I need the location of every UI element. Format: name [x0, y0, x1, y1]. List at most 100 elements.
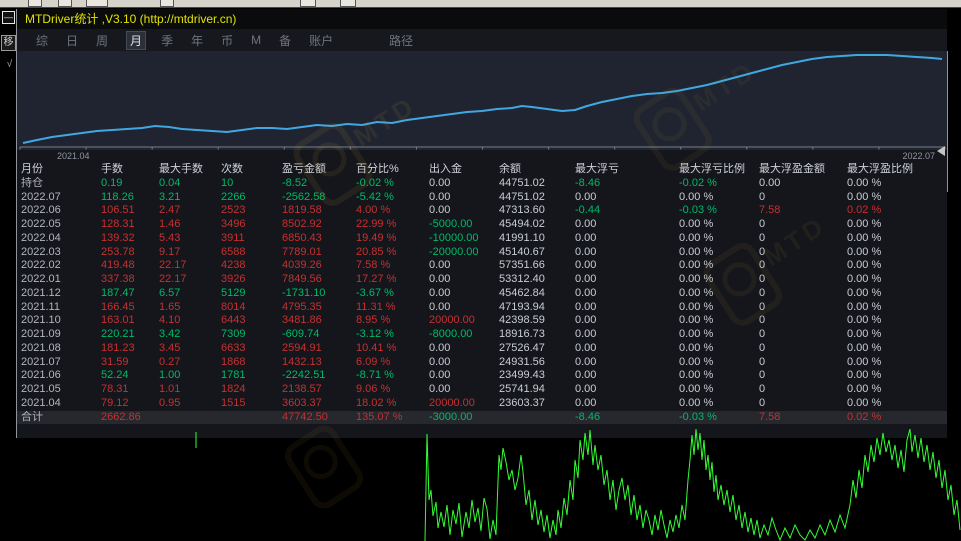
- value-cell: -8.52: [282, 176, 308, 189]
- value-cell: 139.32: [101, 231, 135, 244]
- value-cell: -3.67 %: [356, 286, 394, 299]
- value-cell: 22.17: [159, 273, 187, 285]
- value-cell: 4039.26: [282, 259, 322, 272]
- value-cell: [221, 411, 282, 425]
- value-cell: 0.00 %: [847, 245, 882, 258]
- table-row: 2021.11 166.45 1.65 8014 4795.35 11.31 % 0.00 4…: [17, 301, 947, 315]
- value-cell: 106.51: [101, 204, 135, 217]
- header-cell: 次数: [221, 163, 243, 175]
- month-cell: 2021.05: [21, 383, 61, 395]
- value-cell: 6588: [221, 245, 246, 258]
- toolbar-icon: [160, 0, 174, 7]
- value-cell: 0.00: [429, 300, 451, 313]
- table-row: 2022.07 118.26 3.21 2266 -2562.58 -5.42 % 0.00…: [17, 191, 947, 205]
- menu-item-币[interactable]: 币: [221, 33, 234, 48]
- value-cell: 11.31 %: [356, 300, 396, 313]
- value-cell: 1.00: [159, 369, 181, 382]
- value-cell: 0: [759, 190, 766, 203]
- table-row: 2021.09 220.21 3.42 7309 -609.74 -3.12 % -8000…: [17, 328, 947, 342]
- value-cell: 42398.59: [499, 314, 545, 327]
- value-cell: 2.47: [159, 204, 181, 217]
- value-cell: 0.95: [159, 396, 181, 409]
- menu-item-M[interactable]: M: [251, 33, 262, 47]
- value-cell: 0.00: [575, 259, 597, 272]
- value-cell: 0.00: [575, 355, 597, 368]
- value-cell: 0.00 %: [847, 314, 882, 327]
- value-cell: -8.71 %: [356, 369, 394, 382]
- value-cell: 0.00 %: [847, 328, 882, 340]
- menu-item-季[interactable]: 季: [161, 33, 174, 48]
- value-cell: -8.46: [575, 176, 601, 189]
- value-cell: 47313.60: [499, 204, 545, 217]
- value-cell: 17.27 %: [356, 273, 397, 285]
- value-cell: 0.00: [575, 383, 597, 395]
- value-cell: 0.00: [759, 176, 781, 189]
- value-cell: 7789.01: [282, 245, 322, 258]
- value-cell: 3911: [221, 231, 245, 244]
- month-cell: 2022.07: [21, 190, 61, 203]
- value-cell: 22.17: [159, 259, 187, 272]
- value-cell: 2662.86: [101, 410, 141, 423]
- value-cell: 0.00 %: [847, 383, 882, 395]
- menu-item-path[interactable]: 路径: [389, 33, 414, 48]
- menu-item-综[interactable]: 综: [36, 33, 49, 48]
- value-cell: 20.85 %: [356, 245, 397, 258]
- value-cell: 0.00 %: [847, 273, 882, 285]
- menu-item-周[interactable]: 周: [96, 33, 109, 48]
- header-cell: 月份: [21, 163, 43, 175]
- value-cell: 1868: [221, 355, 246, 368]
- value-cell: -2562.58: [282, 190, 326, 203]
- collapse-arrow-icon[interactable]: [937, 146, 945, 156]
- value-cell: 0.00 %: [847, 300, 882, 313]
- month-cell: 2022.06: [21, 204, 61, 217]
- mtdriver-stats-panel: MTDriver统计 ,V3.10 (http://mtdriver.cn) 综…: [16, 9, 948, 438]
- toolbar-icon: [300, 0, 316, 7]
- value-cell: 0.00: [575, 300, 597, 313]
- value-cell: 0.00 %: [679, 300, 714, 313]
- table-row: 2022.03 253.78 9.17 6588 7789.01 20.85 % -2000…: [17, 246, 947, 260]
- check-icon[interactable]: √: [6, 59, 13, 70]
- value-cell: -8.46: [575, 410, 601, 423]
- value-cell: -5000.00: [429, 218, 473, 230]
- value-cell: 31.59: [101, 355, 129, 368]
- value-cell: 0.00: [429, 190, 451, 203]
- value-cell: 0.00: [575, 314, 597, 327]
- value-cell: 9.17: [159, 245, 181, 258]
- menu-item-备[interactable]: 备: [279, 33, 292, 48]
- value-cell: -0.03 %: [679, 410, 717, 423]
- value-cell: 0.00 %: [847, 176, 882, 189]
- month-cell: 2021.04: [21, 396, 61, 409]
- equity-chart: [17, 51, 948, 192]
- minimize-button[interactable]: —: [2, 11, 15, 24]
- stats-table: 月份 手数 最大手数 次数 盈亏金额 百分比% 出入金 余额 最大浮亏 最大浮亏比例 最大浮盈金额 最…: [17, 163, 947, 425]
- value-cell: 0.04: [159, 176, 181, 189]
- value-cell: 18.02 %: [356, 396, 397, 409]
- value-cell: 7849.56: [282, 273, 322, 285]
- value-cell: 0.00 %: [847, 190, 882, 203]
- value-cell: -8000.00: [429, 328, 473, 340]
- value-cell: 0: [759, 396, 766, 409]
- value-cell: 4.10: [159, 314, 181, 327]
- value-cell: 45140.67: [499, 245, 545, 258]
- value-cell: 24931.56: [499, 355, 545, 368]
- table-row: 2021.06 52.24 1.00 1781 -2242.51 -8.71 % 0.00 2…: [17, 369, 947, 383]
- value-cell: 0: [759, 328, 766, 340]
- menu-item-月[interactable]: 月: [126, 30, 147, 50]
- move-button[interactable]: 移: [1, 35, 16, 51]
- value-cell: -20000.00: [429, 245, 479, 258]
- background-price-chart: [195, 428, 961, 541]
- value-cell: 0.02 %: [847, 204, 882, 217]
- value-cell: 0.00: [575, 245, 597, 258]
- menu-item-账户[interactable]: 账户: [309, 33, 334, 48]
- menu-item-日[interactable]: 日: [66, 33, 79, 48]
- value-cell: 4238: [221, 259, 246, 272]
- value-cell: 4.00 %: [356, 204, 391, 217]
- menu-item-年[interactable]: 年: [191, 33, 204, 48]
- month-cell: 2021.09: [21, 328, 61, 340]
- value-cell: 7.58: [759, 204, 781, 217]
- value-cell: 0.00 %: [679, 383, 714, 395]
- value-cell: 0.00 %: [847, 286, 882, 299]
- header-cell: 出入金: [429, 163, 462, 175]
- value-cell: 0.00 %: [679, 314, 714, 327]
- value-cell: 0.00: [429, 273, 451, 285]
